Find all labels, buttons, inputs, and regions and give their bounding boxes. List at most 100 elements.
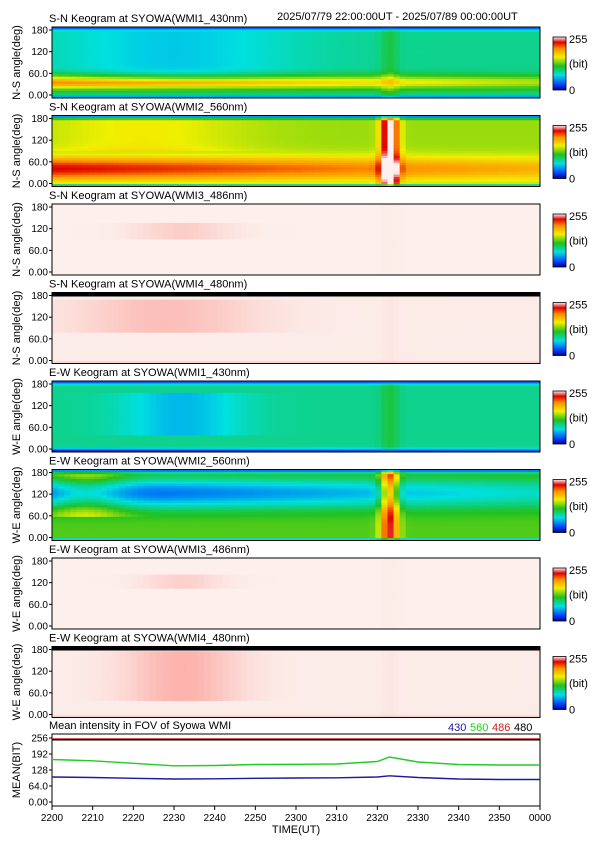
keogram-cell [247, 172, 254, 175]
keogram-cell [503, 139, 510, 142]
keogram-cell [89, 51, 96, 54]
keogram-cell [503, 127, 510, 130]
keogram-cell [64, 244, 71, 247]
keogram-cell [424, 67, 431, 70]
keogram-cell [363, 39, 370, 42]
keogram-cell [223, 137, 230, 140]
keogram-cell [125, 72, 132, 75]
keogram-cell [180, 55, 187, 58]
keogram-cell [327, 146, 334, 149]
keogram-cell [64, 72, 71, 75]
keogram-cell [418, 153, 425, 156]
keogram-cell [211, 77, 218, 80]
keogram-cell [412, 118, 419, 121]
keogram-cell [284, 156, 291, 159]
keogram-cell [351, 165, 358, 168]
keogram-cell [284, 81, 291, 84]
keogram-cell [70, 223, 77, 226]
keogram-cell [406, 65, 413, 68]
keogram-cell [503, 46, 510, 49]
keogram-cell [406, 156, 413, 159]
keogram-cell [174, 153, 181, 156]
keogram-cell [491, 179, 498, 182]
keogram-cell [497, 79, 504, 82]
keogram-cell [76, 142, 83, 145]
keogram-cell [52, 58, 59, 61]
keogram-cell [497, 67, 504, 70]
keogram-cell [235, 53, 242, 56]
keogram-cell [467, 81, 474, 84]
keogram-cell [253, 120, 259, 123]
keogram-cell [412, 120, 419, 123]
keogram-cell [101, 58, 108, 61]
keogram-cell [253, 165, 259, 168]
keogram-cell [211, 158, 218, 161]
keogram-panels: S-N Keogram at SYOWA(WMI1_430nm)18012060… [11, 13, 588, 721]
keogram-cell [400, 55, 407, 58]
keogram-cell [430, 65, 437, 68]
keogram-cell [113, 36, 120, 39]
keogram-cell [534, 91, 541, 94]
keogram-cell [522, 36, 529, 39]
keogram-cell [333, 142, 340, 145]
keogram-cell [412, 32, 419, 35]
keogram-cell [266, 160, 273, 163]
keogram-cell [223, 81, 230, 84]
keogram-cell [503, 144, 510, 147]
keogram-cell [296, 72, 303, 75]
keogram-cell [211, 32, 218, 35]
keogram-cell [491, 146, 498, 149]
keogram-cell [174, 41, 181, 44]
keogram-cell [436, 51, 443, 54]
keogram-cell [83, 163, 90, 166]
keogram-cell [412, 151, 419, 154]
keogram-cell [144, 118, 151, 121]
keogram-cell [168, 160, 175, 163]
keogram-cell [351, 93, 358, 96]
keogram-cell [430, 58, 437, 61]
keogram-cell [461, 151, 468, 154]
keogram-cell [388, 84, 395, 87]
keogram-cell [223, 120, 230, 123]
keogram-cell [211, 65, 218, 68]
keogram-cell [235, 144, 242, 147]
keogram-cell [510, 179, 517, 182]
keogram-cell [235, 65, 242, 68]
keogram-cell [186, 142, 193, 145]
keogram-cell [76, 251, 83, 254]
keogram-cell [357, 39, 364, 42]
keogram-cell [266, 72, 273, 75]
keogram-cell [278, 165, 285, 168]
keogram-cell [339, 139, 346, 142]
keogram-cell [461, 153, 468, 156]
keogram-cell [174, 60, 181, 63]
keogram-cell [235, 29, 242, 32]
keogram-cell [52, 86, 59, 89]
keogram-cell [449, 156, 456, 159]
keogram-cell [284, 63, 291, 66]
keogram-cell [137, 118, 144, 121]
keogram-cell [174, 156, 181, 159]
keogram-cell [247, 72, 254, 75]
keogram-cell [351, 134, 358, 137]
keogram-cell [449, 79, 456, 82]
keogram-cell [290, 58, 297, 61]
keogram-cell [534, 165, 541, 168]
keogram-cell [272, 132, 279, 135]
keogram-cell [156, 156, 163, 159]
keogram-cell [308, 151, 315, 154]
keogram-cell [229, 170, 236, 173]
keogram-cell [168, 120, 175, 123]
keogram-cell [89, 179, 96, 182]
keogram-cell [211, 153, 218, 156]
keogram-cell [430, 41, 437, 44]
keogram-cell [174, 51, 181, 54]
keogram-cell [522, 118, 529, 121]
keogram-cell [76, 270, 83, 273]
keogram-cell [125, 46, 132, 49]
keogram-cell [174, 118, 181, 121]
keogram-cell [266, 32, 273, 35]
keogram-cell [235, 34, 242, 37]
keogram-cell [125, 89, 132, 92]
keogram-cell [253, 177, 259, 180]
